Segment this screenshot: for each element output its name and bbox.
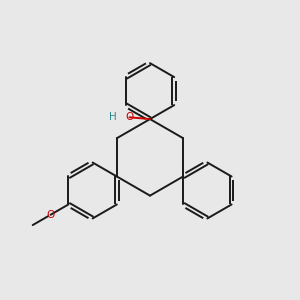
Text: H: H bbox=[110, 112, 117, 122]
Text: O: O bbox=[46, 210, 55, 220]
Text: O: O bbox=[125, 112, 134, 122]
